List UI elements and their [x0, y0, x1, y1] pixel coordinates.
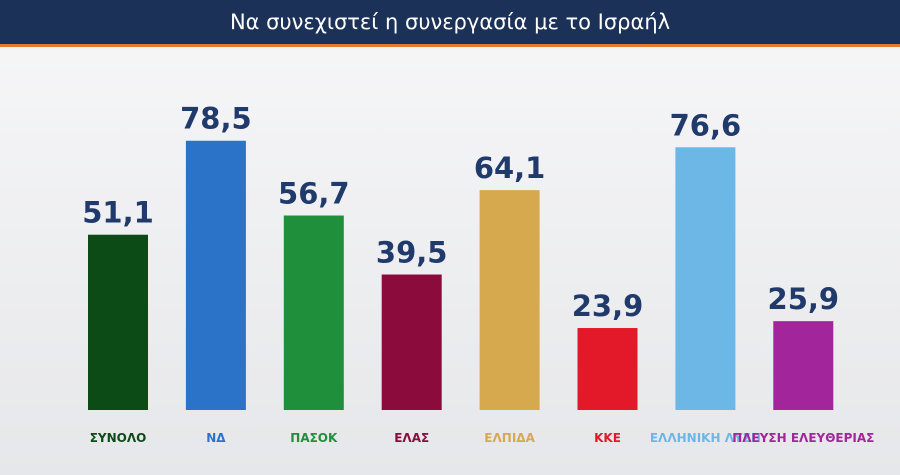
bar [381, 274, 442, 410]
category-label: ΕΛΑΣ [394, 431, 429, 445]
value-label: 78,5 [180, 102, 252, 136]
title-bar [0, 0, 900, 44]
bar [577, 328, 638, 410]
category-label: ΕΛΠΙΔΑ [484, 431, 535, 445]
value-label: 76,6 [670, 108, 742, 142]
bar [675, 147, 736, 410]
category-label: ΠΛΕΥΣΗ ΕΛΕΥΘΕΡΙΑΣ [732, 431, 874, 445]
title-rule [0, 44, 900, 47]
value-label: 64,1 [474, 151, 546, 185]
category-label: ΠΑΣΟΚ [290, 431, 338, 445]
bar [185, 140, 246, 410]
bar [773, 321, 834, 410]
value-label: 23,9 [572, 289, 644, 323]
chart-title: Να συνεχιστεί η συνεργασία με το Ισραήλ [230, 10, 670, 34]
category-label: ΝΔ [206, 431, 226, 445]
bar [283, 215, 344, 410]
value-label: 56,7 [278, 177, 350, 211]
value-label: 51,1 [82, 196, 154, 230]
category-label: ΣΥΝΟΛΟ [90, 431, 147, 445]
bar [479, 190, 540, 410]
category-label: ΕΛΛΗΝΙΚΗ ΛΥΣΗ [650, 431, 761, 445]
category-label: ΚΚΕ [594, 431, 621, 445]
value-label: 39,5 [376, 236, 448, 270]
bar [88, 234, 148, 410]
value-label: 25,9 [768, 282, 840, 316]
